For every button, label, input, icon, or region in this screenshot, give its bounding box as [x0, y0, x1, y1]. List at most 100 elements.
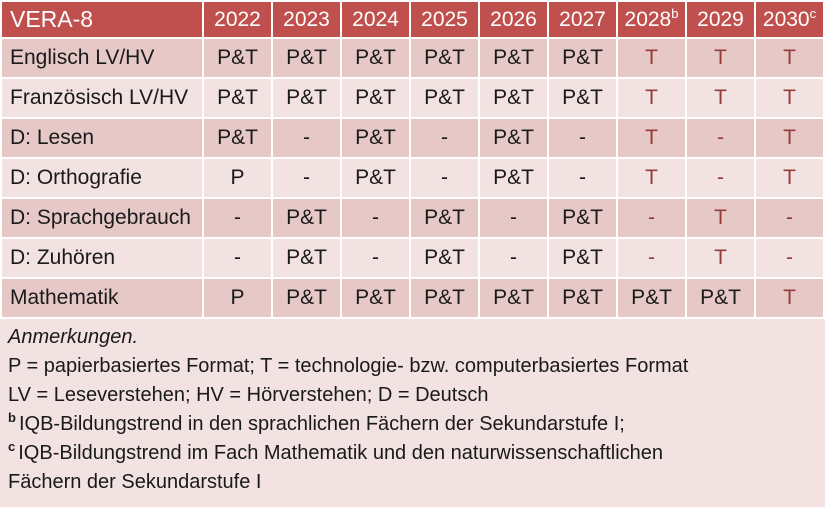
header-cell-year: 2028b	[618, 2, 685, 37]
value-cell: T	[756, 119, 823, 157]
value-cell: -	[687, 119, 754, 157]
header-cell-year: 2024	[342, 2, 409, 37]
value-cell: -	[411, 159, 478, 197]
value-cell: P&T	[342, 39, 409, 77]
footnote-marker: c	[8, 439, 16, 455]
value-cell: -	[273, 119, 340, 157]
header-cell-year: 2022	[204, 2, 271, 37]
table-row: Mathematik P P&T P&T P&T P&T P&T P&T P&T T	[2, 279, 823, 317]
value-cell: -	[480, 199, 547, 237]
value-cell: P&T	[342, 119, 409, 157]
value-cell: -	[549, 159, 616, 197]
value-cell: P	[204, 159, 271, 197]
value-cell: P&T	[549, 239, 616, 277]
value-cell: -	[342, 199, 409, 237]
note-text: Fächern der Sekundarstufe I	[8, 471, 262, 493]
value-cell: T	[756, 159, 823, 197]
value-cell: -	[756, 199, 823, 237]
value-cell: P&T	[204, 119, 271, 157]
value-cell: T	[687, 199, 754, 237]
table-row: D: Sprachgebrauch - P&T - P&T - P&T - T -	[2, 199, 823, 237]
value-cell: T	[687, 239, 754, 277]
value-cell: -	[204, 239, 271, 277]
header-cell-year: 2030c	[756, 2, 823, 37]
header-cell-year: 2026	[480, 2, 547, 37]
value-cell: P&T	[687, 279, 754, 317]
row-label: Französisch LV/HV	[2, 79, 202, 117]
value-cell: P&T	[549, 199, 616, 237]
row-label: D: Sprachgebrauch	[2, 199, 202, 237]
value-cell: P&T	[411, 239, 478, 277]
value-cell: T	[618, 159, 685, 197]
value-cell: P&T	[549, 279, 616, 317]
value-cell: P&T	[273, 239, 340, 277]
table-header: VERA-8 2022 2023 2024 2025 2026 2027 2028b 2029…	[2, 2, 823, 37]
value-cell: P&T	[411, 39, 478, 77]
note-text: IQB-Bildungstrend im Fach Mathematik und…	[18, 442, 663, 464]
note-line: P = papierbasiertes Format; T = technolo…	[8, 352, 817, 381]
header-footnote-marker: b	[671, 5, 679, 21]
row-label: Mathematik	[2, 279, 202, 317]
value-cell: -	[618, 199, 685, 237]
value-cell: T	[618, 119, 685, 157]
value-cell: P&T	[342, 159, 409, 197]
value-cell: -	[549, 119, 616, 157]
row-label: D: Zuhören	[2, 239, 202, 277]
value-cell: P	[204, 279, 271, 317]
value-cell: -	[618, 239, 685, 277]
value-cell: T	[756, 39, 823, 77]
table-row: Englisch LV/HV P&T P&T P&T P&T P&T P&T T T T	[2, 39, 823, 77]
table-title: VERA-8	[2, 2, 202, 37]
header-footnote-marker: c	[809, 5, 817, 21]
value-cell: P&T	[480, 79, 547, 117]
header-cell-year: 2029	[687, 2, 754, 37]
value-cell: P&T	[273, 199, 340, 237]
value-cell: P&T	[480, 39, 547, 77]
table-row: D: Zuhören - P&T - P&T - P&T - T -	[2, 239, 823, 277]
value-cell: T	[618, 79, 685, 117]
row-label: D: Lesen	[2, 119, 202, 157]
value-cell: -	[480, 239, 547, 277]
note-line: b IQB-Bildungstrend in den sprachlichen F…	[8, 410, 817, 439]
value-cell: P&T	[273, 279, 340, 317]
value-cell: T	[618, 39, 685, 77]
value-cell: P&T	[549, 79, 616, 117]
note-line: c IQB-Bildungstrend im Fach Mathematik un…	[8, 439, 817, 468]
value-cell: -	[342, 239, 409, 277]
header-row: VERA-8 2022 2023 2024 2025 2026 2027 2028b 2029…	[2, 2, 823, 37]
note-text: LV = Leseverstehen; HV = Hörverstehen; D…	[8, 384, 489, 406]
value-cell: P&T	[411, 199, 478, 237]
value-cell: P&T	[204, 79, 271, 117]
value-cell: P&T	[480, 119, 547, 157]
value-cell: P&T	[273, 39, 340, 77]
table-row: Französisch LV/HV P&T P&T P&T P&T P&T P&T T T T	[2, 79, 823, 117]
footnote-marker: b	[8, 410, 16, 426]
value-cell: -	[687, 159, 754, 197]
row-label: D: Orthografie	[2, 159, 202, 197]
note-text: IQB-Bildungstrend in den sprachlichen Fä…	[18, 413, 625, 435]
value-cell: T	[756, 279, 823, 317]
note-line: Anmerkungen.	[8, 323, 817, 352]
value-cell: T	[687, 39, 754, 77]
header-cell-year: 2025	[411, 2, 478, 37]
value-cell: P&T	[342, 79, 409, 117]
table-body: Englisch LV/HV P&T P&T P&T P&T P&T P&T T T T Franz…	[2, 39, 823, 317]
vera8-schedule-table: VERA-8 2022 2023 2024 2025 2026 2027 2028b 2029…	[2, 2, 823, 317]
value-cell: -	[273, 159, 340, 197]
value-cell: P&T	[411, 79, 478, 117]
value-cell: P&T	[480, 279, 547, 317]
note-text: Anmerkungen.	[8, 326, 139, 348]
value-cell: -	[204, 199, 271, 237]
value-cell: P&T	[342, 279, 409, 317]
table-row: D: Lesen P&T - P&T - P&T - T - T	[2, 119, 823, 157]
value-cell: -	[756, 239, 823, 277]
value-cell: P&T	[480, 159, 547, 197]
value-cell: P&T	[273, 79, 340, 117]
note-line: LV = Leseverstehen; HV = Hörverstehen; D…	[8, 381, 817, 410]
value-cell: P&T	[618, 279, 685, 317]
note-text: P = papierbasiertes Format; T = technolo…	[8, 355, 689, 377]
value-cell: P&T	[549, 39, 616, 77]
notes-block: Anmerkungen. P = papierbasiertes Format; …	[0, 319, 825, 507]
table-row: D: Orthografie P - P&T - P&T - T - T	[2, 159, 823, 197]
header-cell-year: 2027	[549, 2, 616, 37]
